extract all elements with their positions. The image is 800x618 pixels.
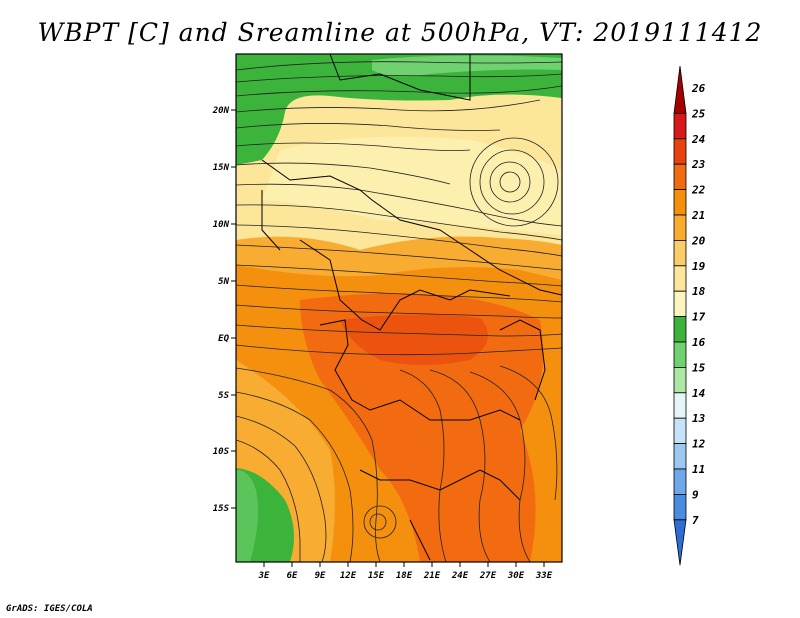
lon-label: 30E	[507, 571, 525, 581]
lat-label: EQ	[218, 334, 229, 344]
colorbar-label: 26	[691, 82, 706, 95]
map-title: WBPT [C] and Sreamline at 500hPa, VT: 20…	[37, 18, 763, 47]
map-frame	[235, 53, 563, 563]
lon-label: 3E	[258, 571, 270, 581]
lon-label: 6E	[287, 571, 298, 581]
colorbar-label: 15	[692, 361, 706, 374]
colorbar-label: 16	[692, 336, 706, 349]
lat-label: 10S	[213, 447, 230, 457]
colorbar-swatch	[673, 65, 687, 114]
colorbar-swatch	[673, 468, 687, 495]
colorbar-swatch	[673, 239, 687, 267]
colorbar-label: 21	[691, 209, 705, 222]
colorbar-swatch	[673, 443, 687, 470]
colorbar-swatch	[673, 265, 687, 292]
lat-label: 15S	[213, 504, 230, 514]
colorbar-label: 25	[691, 107, 706, 120]
axis-ticks	[231, 109, 545, 567]
colorbar-label: 17	[692, 311, 706, 324]
lat-label: 10N	[213, 220, 230, 230]
lon-label: 33E	[535, 571, 553, 581]
lat-label: 20N	[212, 106, 230, 116]
colorbar-swatch	[673, 189, 687, 216]
colorbar-label: 7	[692, 514, 699, 527]
colorbar-swatch	[673, 163, 687, 190]
lat-label: 5N	[218, 277, 229, 287]
wbpt-map	[236, 54, 562, 562]
colorbar-swatch	[673, 341, 687, 368]
colorbar-label: 24	[691, 133, 706, 146]
lat-label: 5S	[218, 391, 229, 401]
lon-label: 21E	[423, 571, 441, 581]
colorbar-label: 23	[691, 158, 706, 171]
colorbar-label: 14	[692, 387, 706, 400]
lon-label: 15E	[368, 571, 385, 581]
colorbar-swatch	[673, 392, 687, 419]
colorbar-swatch	[673, 214, 687, 241]
colorbar-label: 13	[692, 412, 706, 425]
colorbar-swatch	[673, 519, 687, 566]
streamlines	[236, 61, 562, 562]
colorbar-label: 19	[692, 260, 706, 273]
lon-label: 27E	[479, 571, 497, 581]
colorbar-swatch	[673, 493, 687, 521]
colorbar-label: 11	[692, 463, 705, 476]
colorbar-swatch	[673, 138, 687, 165]
colorbar-label: 9	[692, 488, 699, 501]
grads-credit: GrADS: IGES/COLA	[6, 604, 93, 614]
colorbar: 26 25 24 23 22 21 20 19 18 17 16 15 14 13 12 11 9 7	[673, 65, 706, 566]
colorbar-swatch	[673, 366, 687, 394]
lon-label: 12E	[340, 571, 357, 581]
lon-label: 24E	[451, 571, 469, 581]
colorbar-swatch	[673, 290, 687, 318]
colorbar-label: 12	[692, 438, 706, 451]
country-borders	[261, 54, 562, 561]
lat-label: 15N	[213, 163, 230, 173]
colorbar-label: 20	[691, 234, 706, 247]
colorbar-swatch	[673, 417, 687, 445]
colorbar-label: 18	[692, 285, 706, 298]
colorbar-swatch	[673, 316, 687, 343]
colorbar-label: 22	[691, 184, 706, 197]
lon-label: 18E	[396, 571, 413, 581]
lon-label: 9E	[315, 571, 326, 581]
colorbar-swatch	[673, 113, 687, 140]
